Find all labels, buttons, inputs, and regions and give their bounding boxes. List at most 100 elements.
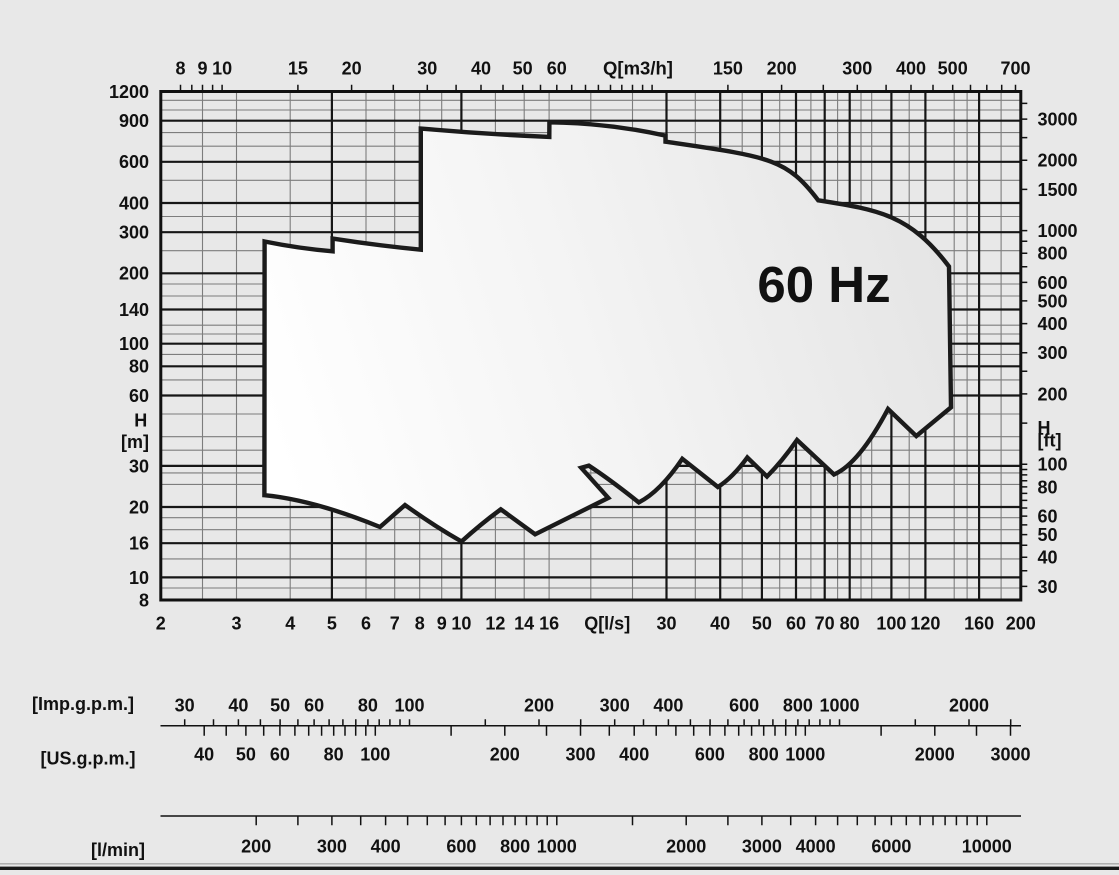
svg-text:60: 60 bbox=[547, 58, 567, 78]
svg-text:80: 80 bbox=[1038, 477, 1058, 497]
svg-text:30: 30 bbox=[1038, 577, 1058, 597]
svg-text:30: 30 bbox=[129, 456, 149, 476]
svg-text:[ft]: [ft] bbox=[1038, 430, 1062, 450]
svg-text:80: 80 bbox=[840, 613, 860, 633]
svg-text:H: H bbox=[1038, 418, 1051, 438]
svg-text:400: 400 bbox=[371, 837, 401, 857]
svg-text:30: 30 bbox=[656, 613, 676, 633]
svg-text:100: 100 bbox=[1038, 455, 1068, 475]
svg-text:80: 80 bbox=[358, 696, 378, 716]
svg-text:1000: 1000 bbox=[1038, 221, 1078, 241]
svg-text:16: 16 bbox=[539, 613, 559, 633]
svg-text:800: 800 bbox=[783, 696, 813, 716]
svg-text:300: 300 bbox=[565, 744, 595, 764]
svg-text:300: 300 bbox=[600, 696, 630, 716]
svg-text:6000: 6000 bbox=[871, 837, 911, 857]
svg-text:60: 60 bbox=[1038, 507, 1058, 527]
svg-text:200: 200 bbox=[241, 837, 271, 857]
svg-text:8: 8 bbox=[415, 613, 425, 633]
svg-text:200: 200 bbox=[1006, 613, 1036, 633]
svg-text:40: 40 bbox=[710, 613, 730, 633]
svg-text:100: 100 bbox=[876, 613, 906, 633]
svg-text:7: 7 bbox=[390, 613, 400, 633]
svg-text:60: 60 bbox=[129, 386, 149, 406]
svg-text:800: 800 bbox=[749, 744, 779, 764]
svg-text:700: 700 bbox=[1000, 58, 1030, 78]
svg-text:400: 400 bbox=[119, 193, 149, 213]
svg-text:[l/min]: [l/min] bbox=[91, 840, 145, 860]
svg-text:80: 80 bbox=[129, 357, 149, 377]
svg-text:30: 30 bbox=[417, 58, 437, 78]
svg-text:400: 400 bbox=[1038, 314, 1068, 334]
svg-text:60: 60 bbox=[304, 696, 324, 716]
svg-text:40: 40 bbox=[471, 58, 491, 78]
svg-text:500: 500 bbox=[1038, 291, 1068, 311]
svg-text:200: 200 bbox=[1038, 384, 1068, 404]
svg-text:50: 50 bbox=[1038, 525, 1058, 545]
svg-text:50: 50 bbox=[270, 696, 290, 716]
svg-text:8: 8 bbox=[175, 58, 185, 78]
svg-text:160: 160 bbox=[964, 613, 994, 633]
svg-text:600: 600 bbox=[446, 837, 476, 857]
svg-text:4000: 4000 bbox=[796, 837, 836, 857]
svg-text:4: 4 bbox=[285, 613, 295, 633]
svg-text:3000: 3000 bbox=[990, 744, 1030, 764]
svg-text:40: 40 bbox=[1038, 548, 1058, 568]
svg-text:120: 120 bbox=[910, 613, 940, 633]
svg-text:300: 300 bbox=[119, 223, 149, 243]
svg-text:[m]: [m] bbox=[121, 432, 149, 452]
svg-text:60 Hz: 60 Hz bbox=[757, 256, 890, 313]
svg-text:600: 600 bbox=[1038, 273, 1068, 293]
svg-text:200: 200 bbox=[119, 264, 149, 284]
svg-text:1200: 1200 bbox=[109, 82, 149, 102]
svg-text:8: 8 bbox=[139, 590, 149, 610]
svg-text:40: 40 bbox=[194, 744, 214, 764]
svg-text:16: 16 bbox=[129, 534, 149, 554]
svg-text:3000: 3000 bbox=[1038, 110, 1078, 130]
svg-text:2000: 2000 bbox=[949, 696, 989, 716]
svg-text:600: 600 bbox=[695, 744, 725, 764]
svg-text:14: 14 bbox=[514, 613, 534, 633]
svg-text:6: 6 bbox=[361, 613, 371, 633]
svg-text:100: 100 bbox=[119, 334, 149, 354]
svg-text:900: 900 bbox=[119, 111, 149, 131]
svg-text:2000: 2000 bbox=[666, 837, 706, 857]
svg-text:3: 3 bbox=[231, 613, 241, 633]
svg-text:80: 80 bbox=[324, 744, 344, 764]
svg-text:150: 150 bbox=[713, 58, 743, 78]
svg-text:500: 500 bbox=[938, 58, 968, 78]
svg-text:20: 20 bbox=[342, 58, 362, 78]
svg-text:H: H bbox=[134, 410, 147, 430]
svg-text:800: 800 bbox=[1038, 244, 1068, 264]
svg-text:200: 200 bbox=[767, 58, 797, 78]
svg-text:200: 200 bbox=[524, 696, 554, 716]
svg-text:50: 50 bbox=[513, 58, 533, 78]
svg-text:300: 300 bbox=[317, 837, 347, 857]
svg-text:400: 400 bbox=[896, 58, 926, 78]
svg-text:3000: 3000 bbox=[742, 837, 782, 857]
svg-text:9: 9 bbox=[437, 613, 447, 633]
svg-text:10: 10 bbox=[212, 58, 232, 78]
svg-text:30: 30 bbox=[175, 696, 195, 716]
svg-text:20: 20 bbox=[129, 497, 149, 517]
svg-text:60: 60 bbox=[270, 744, 290, 764]
svg-text:2000: 2000 bbox=[915, 744, 955, 764]
svg-text:10: 10 bbox=[129, 568, 149, 588]
svg-text:400: 400 bbox=[619, 744, 649, 764]
svg-text:100: 100 bbox=[394, 696, 424, 716]
svg-text:15: 15 bbox=[288, 58, 308, 78]
svg-text:12: 12 bbox=[485, 613, 505, 633]
svg-text:[Imp.g.p.m.]: [Imp.g.p.m.] bbox=[32, 694, 134, 714]
svg-text:100: 100 bbox=[360, 744, 390, 764]
svg-text:200: 200 bbox=[490, 744, 520, 764]
svg-text:70: 70 bbox=[815, 613, 835, 633]
svg-text:5: 5 bbox=[327, 613, 337, 633]
svg-text:300: 300 bbox=[842, 58, 872, 78]
svg-text:50: 50 bbox=[236, 744, 256, 764]
svg-text:400: 400 bbox=[653, 696, 683, 716]
svg-text:9: 9 bbox=[197, 58, 207, 78]
svg-text:50: 50 bbox=[752, 613, 772, 633]
svg-text:600: 600 bbox=[119, 152, 149, 172]
svg-text:1000: 1000 bbox=[537, 837, 577, 857]
svg-text:[US.g.p.m.]: [US.g.p.m.] bbox=[41, 749, 136, 769]
